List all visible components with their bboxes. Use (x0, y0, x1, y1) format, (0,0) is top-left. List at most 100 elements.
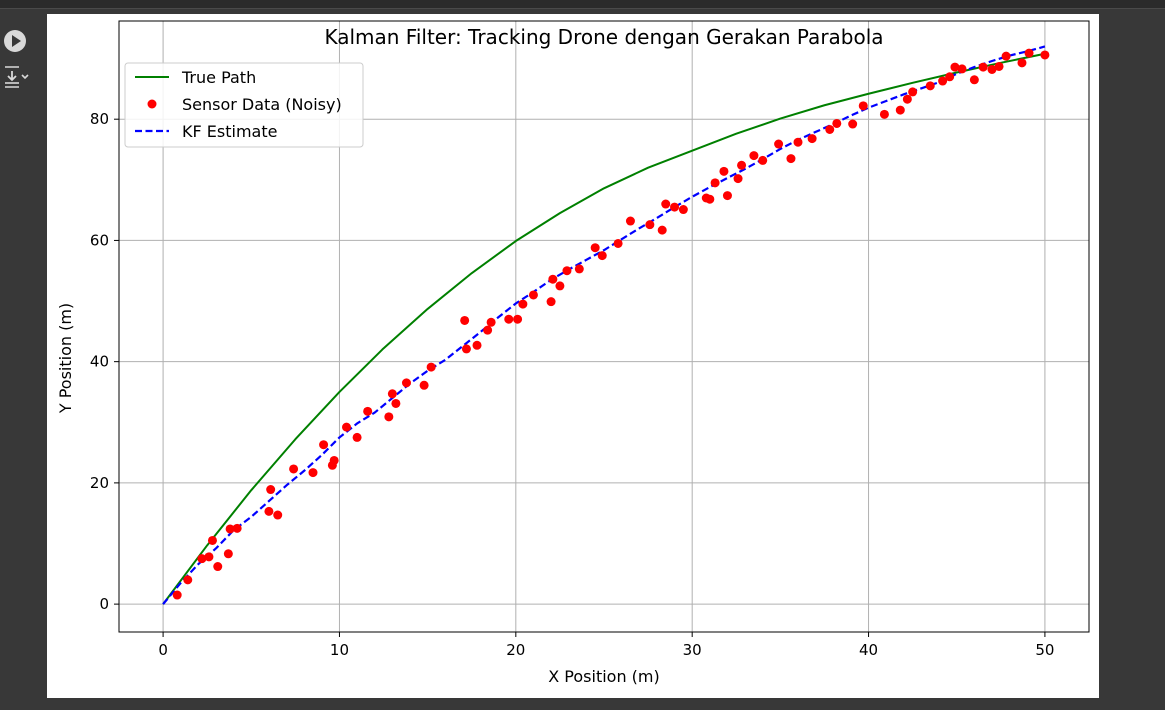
scatter-point (197, 554, 207, 564)
chart-title: Kalman Filter: Tracking Drone dengan Ger… (324, 25, 883, 49)
ticks-layer: 0 10 20 30 40 50 0 20 40 60 80 (90, 110, 1055, 659)
scatter-point (645, 220, 655, 230)
scatter-point (264, 506, 274, 516)
x-tick-label: 20 (506, 641, 525, 659)
scatter-point (518, 299, 528, 309)
scatter-point (363, 406, 373, 416)
scatter-point (391, 398, 401, 408)
scatter-point (472, 340, 482, 350)
scatter-point (266, 485, 276, 495)
scatter-point (969, 75, 979, 85)
scatter-point (213, 562, 223, 572)
cell-gutter (0, 9, 36, 710)
scatter-point (945, 72, 955, 82)
scatter-point (1001, 51, 1011, 61)
scatter-point (938, 76, 948, 86)
scatter-point (1024, 48, 1034, 58)
scatter-point (1017, 58, 1027, 68)
legend-label-sensor-data: Sensor Data (Noisy) (182, 95, 342, 114)
scatter-point (657, 225, 667, 235)
scatter-point (895, 105, 905, 115)
scatter-point (597, 251, 607, 261)
scatter-point (172, 590, 182, 600)
series-points-sensor-data-noisy (172, 48, 1050, 600)
scatter-point (574, 264, 584, 274)
legend-label-kf-estimate: KF Estimate (182, 122, 277, 141)
scatter-point (207, 535, 217, 545)
cell-output-area: 0 10 20 30 40 50 0 20 40 60 80 Kalman Filter: Trac… (47, 14, 1099, 698)
scatter-point (329, 455, 339, 465)
scatter-point (546, 297, 556, 307)
y-axis-label: Y Position (m) (56, 303, 75, 414)
scatter-point (232, 523, 242, 533)
y-tick-label: 0 (99, 595, 109, 613)
play-circle-icon[interactable] (4, 30, 26, 52)
scatter-point (832, 118, 842, 128)
scatter-point (483, 325, 493, 335)
scatter-point (978, 62, 988, 72)
scatter-point (273, 510, 283, 520)
x-tick-label: 10 (330, 641, 349, 659)
scatter-point (387, 389, 397, 399)
output-toggle-icon[interactable] (2, 65, 30, 89)
scatter-point (670, 202, 680, 212)
scatter-point (719, 166, 729, 176)
scatter-point (625, 216, 635, 226)
x-axis-label: X Position (m) (548, 667, 660, 686)
scatter-point (678, 205, 688, 215)
scatter-point (793, 137, 803, 147)
scatter-point (319, 440, 329, 450)
legend-label-true-path: True Path (181, 68, 256, 87)
series-line-true-path (162, 52, 1046, 605)
scatter-point (902, 94, 912, 104)
scatter-point (223, 549, 233, 559)
scatter-point (994, 61, 1004, 71)
scatter-point (183, 575, 193, 585)
scatter-point (957, 64, 967, 74)
scatter-point (342, 422, 352, 432)
scatter-point (786, 154, 796, 164)
scatter-point (825, 125, 835, 134)
scatter-point (419, 380, 429, 390)
legend: True Path Sensor Data (Noisy) KF Estimat… (124, 62, 364, 148)
scatter-point (460, 315, 470, 325)
cell-top-border (0, 0, 1165, 9)
scatter-point (548, 274, 558, 284)
scatter-point (848, 119, 858, 129)
x-tick-label: 40 (859, 641, 878, 659)
scatter-point (308, 468, 318, 478)
scatter-point (758, 155, 768, 165)
x-tick-label: 30 (683, 641, 702, 659)
scatter-point (461, 344, 471, 354)
scatter-point (613, 238, 623, 248)
scatter-point (774, 139, 784, 149)
scatter-point (722, 191, 732, 201)
series-layer (162, 45, 1050, 605)
scatter-point (352, 432, 362, 442)
scatter-point (555, 281, 565, 291)
scatter-point (590, 243, 600, 253)
scatter-point (950, 62, 960, 72)
scatter-point (749, 151, 759, 161)
scatter-point (987, 64, 997, 74)
scatter-point (925, 81, 935, 91)
scatter-point (384, 412, 394, 422)
scatter-point (513, 314, 523, 324)
series-line-kf-estimate (162, 45, 1046, 605)
kalman-chart: 0 10 20 30 40 50 0 20 40 60 80 Kalman Filter: Trac… (56, 20, 1090, 686)
scatter-point (858, 101, 868, 111)
scatter-point (562, 266, 572, 276)
x-tick-label: 0 (158, 641, 168, 659)
legend-box (124, 62, 364, 148)
scatter-point (879, 109, 889, 119)
scatter-point (504, 314, 514, 324)
scatter-point (737, 160, 747, 170)
scatter-point (528, 290, 538, 300)
y-tick-label: 60 (90, 231, 109, 249)
y-tick-label: 80 (90, 110, 109, 128)
y-tick-label: 40 (90, 353, 109, 371)
scatter-point (401, 378, 411, 388)
scatter-point (807, 134, 817, 144)
scatter-point (661, 199, 671, 209)
x-tick-label: 50 (1035, 641, 1054, 659)
